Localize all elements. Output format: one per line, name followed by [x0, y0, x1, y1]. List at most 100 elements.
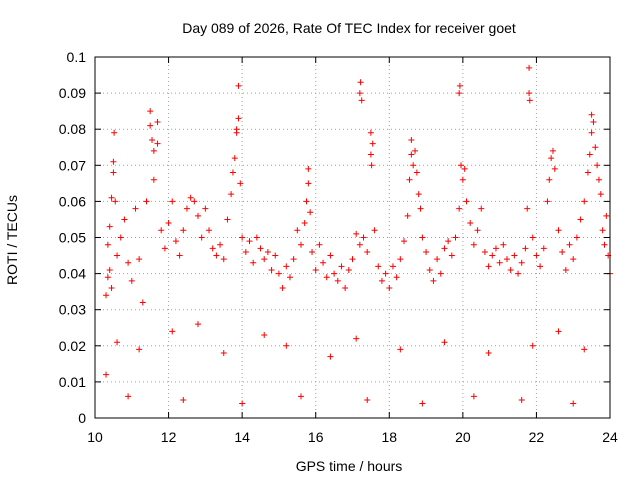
data-point — [110, 169, 117, 176]
data-point — [106, 223, 113, 230]
data-point — [555, 227, 562, 234]
data-point — [397, 256, 404, 263]
data-point — [470, 393, 477, 400]
data-point — [423, 248, 430, 255]
y-tick-label: 0.1 — [67, 49, 87, 65]
data-point — [272, 252, 279, 259]
data-point — [149, 137, 156, 144]
data-point — [154, 140, 161, 147]
data-point — [456, 205, 463, 212]
data-point — [426, 266, 433, 273]
data-point — [158, 227, 165, 234]
data-point — [540, 245, 547, 252]
data-point — [136, 346, 143, 353]
data-point — [209, 245, 216, 252]
data-point — [356, 241, 363, 248]
data-point — [544, 198, 551, 205]
data-point — [224, 216, 231, 223]
data-point — [526, 97, 533, 104]
data-point — [323, 274, 330, 281]
data-point — [526, 64, 533, 71]
y-tick-label: 0.07 — [59, 157, 86, 173]
y-tick-label: 0.03 — [59, 302, 86, 318]
data-point — [406, 176, 413, 183]
data-point — [526, 90, 533, 97]
x-tick-label: 22 — [529, 429, 545, 445]
data-point — [176, 252, 183, 259]
data-point — [397, 346, 404, 353]
x-tick-label: 14 — [234, 429, 250, 445]
data-point — [104, 241, 111, 248]
data-point — [309, 248, 316, 255]
data-point — [342, 285, 349, 292]
data-point — [290, 256, 297, 263]
data-point — [172, 238, 179, 245]
data-point — [456, 82, 463, 89]
grid-layer — [95, 57, 610, 418]
data-point — [533, 252, 540, 259]
data-point — [481, 248, 488, 255]
data-point — [261, 256, 268, 263]
data-point — [367, 129, 374, 136]
data-point — [150, 176, 157, 183]
data-point — [360, 234, 367, 241]
y-tick-label: 0.05 — [59, 230, 86, 246]
data-point — [570, 400, 577, 407]
data-point — [235, 115, 242, 122]
data-point — [594, 162, 601, 169]
data-point — [413, 169, 420, 176]
data-point — [239, 400, 246, 407]
data-point — [286, 274, 293, 281]
data-point — [546, 176, 553, 183]
data-point — [489, 252, 496, 259]
data-point — [305, 165, 312, 172]
data-point — [217, 241, 224, 248]
data-point — [478, 205, 485, 212]
data-point — [590, 118, 597, 125]
data-point — [338, 263, 345, 270]
data-point — [445, 238, 452, 245]
axis-layer: 0 0.01 0.02 0.03 0.04 0.05 0.06 0.07 0.08 0.09 0.1… — [59, 49, 618, 445]
data-point — [467, 220, 474, 227]
data-point — [220, 350, 227, 357]
data-point — [229, 169, 236, 176]
data-point — [307, 209, 314, 216]
data-point — [386, 285, 393, 292]
data-point — [507, 266, 514, 273]
data-point — [349, 256, 356, 263]
data-point — [111, 129, 118, 136]
data-point — [485, 350, 492, 357]
data-point — [206, 227, 213, 234]
data-point — [298, 241, 304, 248]
data-point — [434, 256, 441, 263]
data-point — [562, 266, 569, 273]
data-point — [331, 270, 338, 277]
data-point — [195, 212, 201, 219]
data-point — [283, 263, 290, 270]
data-point — [581, 346, 588, 353]
data-point — [202, 205, 209, 212]
data-point — [559, 248, 566, 255]
data-point — [327, 252, 334, 259]
data-point — [581, 198, 588, 205]
data-point — [125, 393, 132, 400]
data-point — [239, 234, 246, 241]
data-point — [551, 165, 558, 172]
data-point — [103, 371, 110, 378]
data-point — [382, 270, 389, 277]
data-point — [358, 97, 365, 104]
data-point — [353, 230, 360, 237]
data-point — [264, 248, 271, 255]
data-point — [566, 241, 573, 248]
data-point — [504, 256, 510, 263]
data-point — [180, 227, 187, 234]
data-point — [518, 396, 525, 403]
data-point — [378, 277, 385, 284]
data-point — [548, 155, 555, 162]
y-tick-label: 0.01 — [59, 374, 86, 390]
data-point — [458, 162, 465, 169]
data-point — [463, 198, 470, 205]
data-point — [106, 266, 113, 273]
data-point — [577, 216, 584, 223]
